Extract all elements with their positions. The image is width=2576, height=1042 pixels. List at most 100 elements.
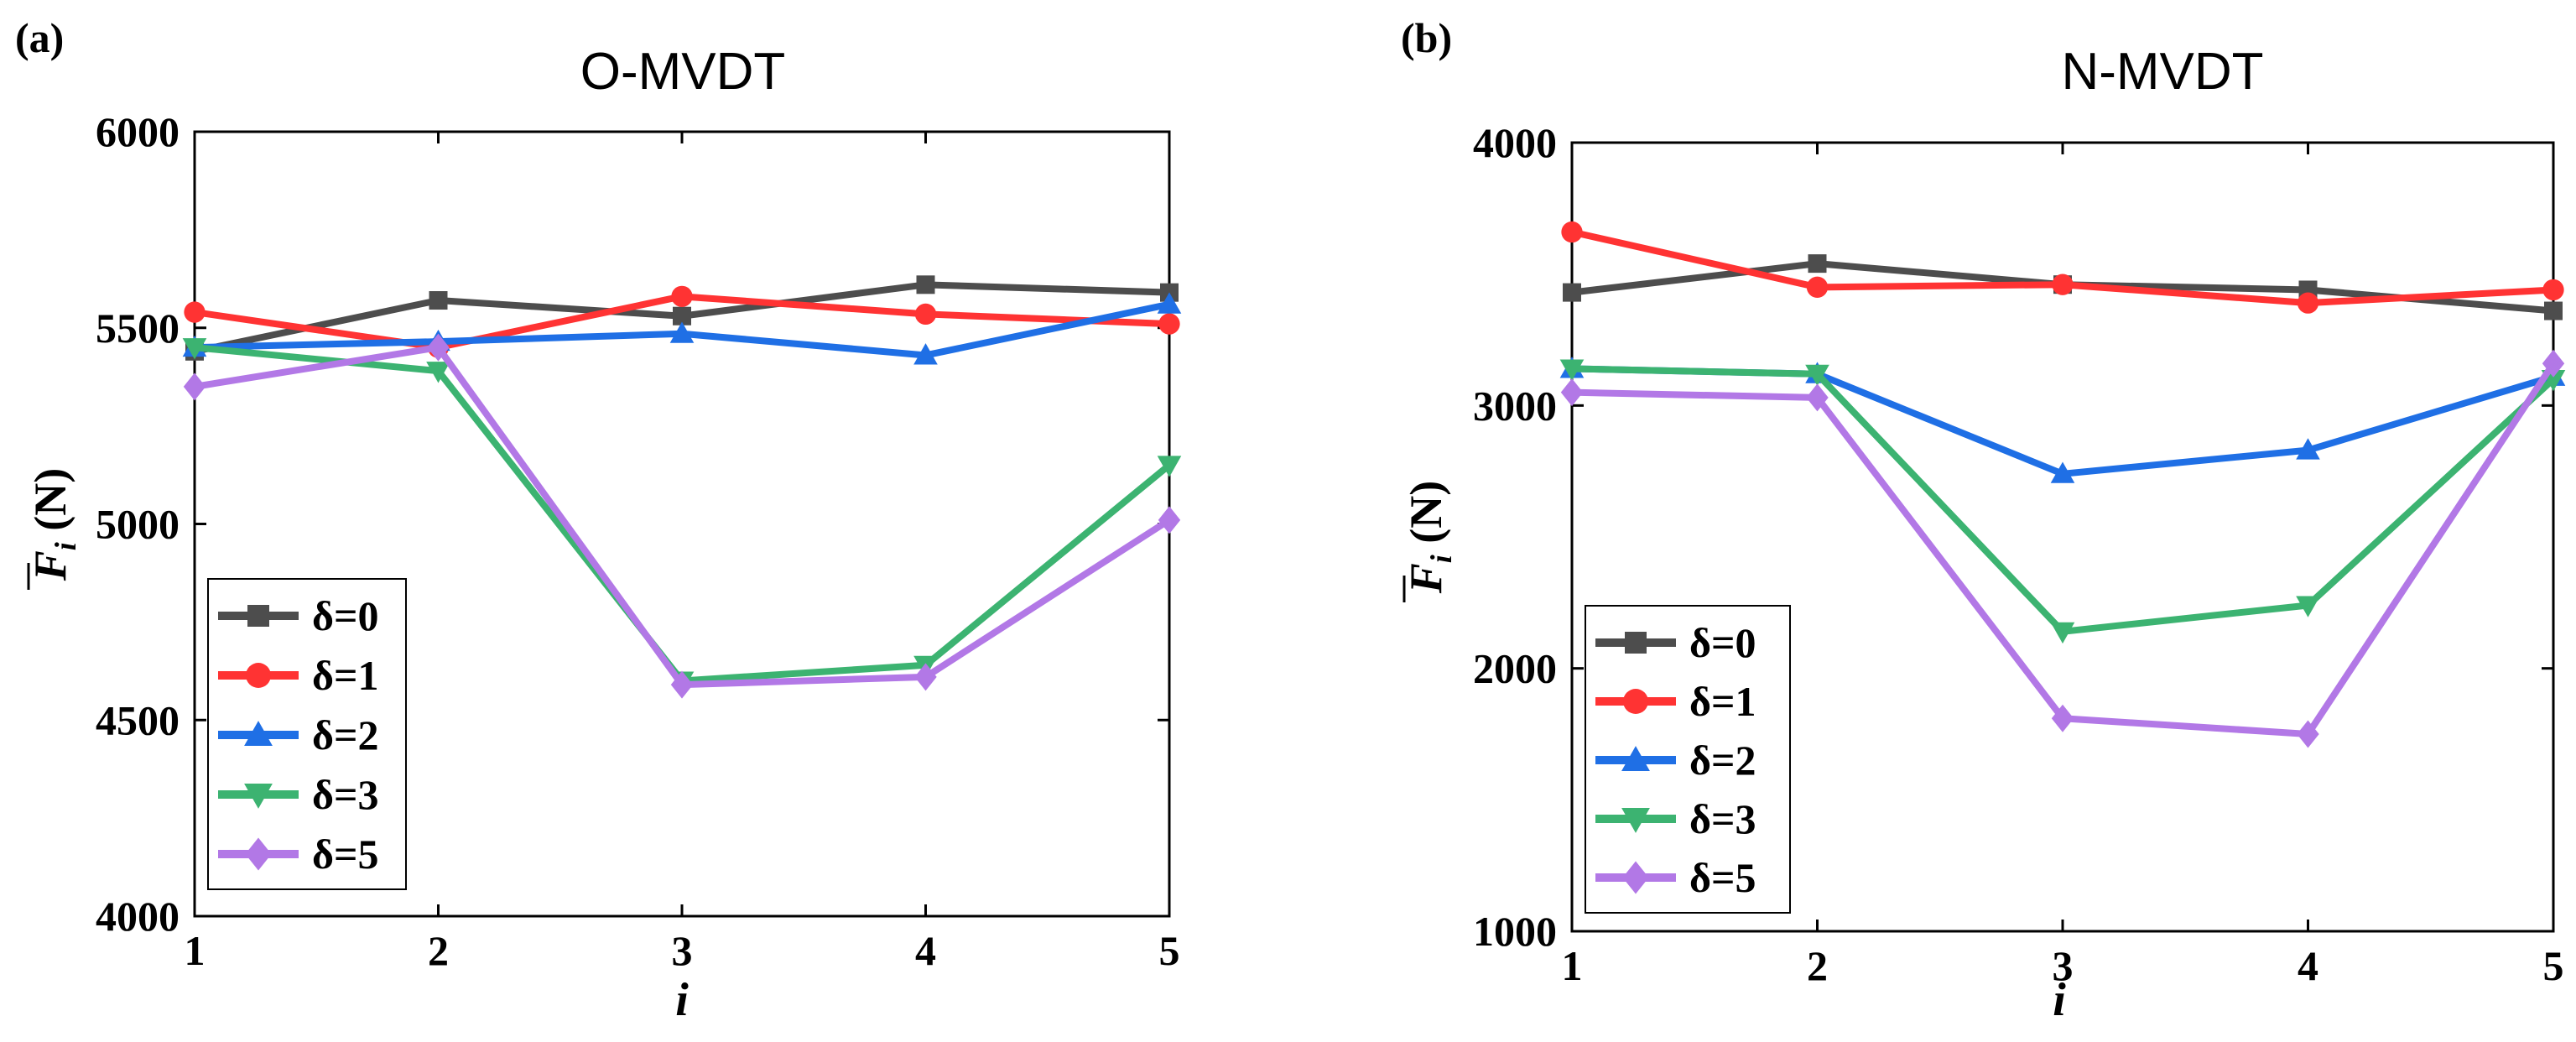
data-point xyxy=(673,306,691,326)
x-axis-label: i xyxy=(2053,974,2066,1026)
y-axis-label: Fi (N) xyxy=(25,468,82,590)
x-tick-label: 2 xyxy=(428,927,449,974)
y-axis-symbol: F xyxy=(1401,563,1451,594)
legend-label: δ=1 xyxy=(1689,678,1756,725)
y-tick-label: 4000 xyxy=(1473,119,1557,166)
y-tick-label: 6000 xyxy=(96,108,180,155)
x-tick-label: 5 xyxy=(2543,942,2564,989)
series-line xyxy=(1571,365,2556,635)
chart-title: O-MVDT xyxy=(580,43,786,101)
legend-label: δ=1 xyxy=(312,652,378,699)
series-4 xyxy=(1560,349,2565,748)
y-axis-unit: (N) xyxy=(25,468,75,542)
data-point xyxy=(427,333,450,362)
y-axis-unit: (N) xyxy=(1401,481,1451,555)
data-point xyxy=(2297,720,2319,748)
series-2 xyxy=(182,292,1182,365)
data-point xyxy=(1563,283,1581,302)
data-point xyxy=(2542,279,2564,301)
data-point xyxy=(2296,596,2320,617)
legend-entry: δ=1 xyxy=(1595,678,1756,725)
legend-marker xyxy=(1621,746,1650,771)
x-tick-label: 2 xyxy=(1807,942,1828,989)
legend-marker xyxy=(245,837,272,871)
x-tick-label: 3 xyxy=(2053,942,2074,989)
y-tick-label: 5000 xyxy=(96,501,180,548)
y-axis-subscript: i xyxy=(1424,555,1458,563)
legend-marker xyxy=(244,721,273,746)
data-point xyxy=(1805,364,1829,387)
legend-entry: δ=2 xyxy=(1595,737,1756,784)
data-point xyxy=(671,285,693,307)
legend-entry: δ=5 xyxy=(218,831,378,878)
data-point xyxy=(182,338,207,360)
legend-marker xyxy=(1623,689,1648,714)
data-point xyxy=(1157,292,1182,314)
legend-entry: δ=0 xyxy=(218,592,378,639)
data-point xyxy=(2050,622,2075,644)
data-point xyxy=(1808,254,1827,274)
series-1 xyxy=(1561,221,2564,314)
x-tick-label: 4 xyxy=(915,927,936,974)
x-tick-label: 3 xyxy=(672,927,693,974)
data-point xyxy=(1559,359,1585,381)
data-point xyxy=(913,343,938,365)
x-tick-label: 1 xyxy=(185,927,206,974)
legend: δ=0 δ=1 δ=2 δ=3 δ=5 xyxy=(207,578,407,890)
data-point xyxy=(914,303,937,326)
data-point xyxy=(2051,704,2074,732)
legend-label: δ=3 xyxy=(1689,795,1756,842)
legend-label: δ=0 xyxy=(312,592,378,639)
legend-marker xyxy=(246,663,271,688)
legend-marker xyxy=(1622,861,1649,894)
data-point xyxy=(426,362,450,383)
series-3 xyxy=(1559,359,2566,644)
data-point xyxy=(1806,383,1829,412)
y-tick-label: 3000 xyxy=(1473,382,1557,429)
y-axis-subscript: i xyxy=(49,542,82,550)
data-point xyxy=(2050,461,2075,483)
series-2 xyxy=(1559,357,2566,483)
x-axis-label: i xyxy=(675,974,689,1026)
legend-entry: δ=1 xyxy=(218,652,378,699)
data-point xyxy=(1157,456,1182,477)
y-tick-label: 1000 xyxy=(1473,908,1557,955)
data-point xyxy=(183,373,206,401)
data-point xyxy=(914,663,937,691)
legend-label: δ=2 xyxy=(312,711,378,758)
legend-marker xyxy=(244,784,273,809)
data-point xyxy=(1560,378,1584,407)
data-point xyxy=(916,275,935,294)
legend: δ=0 δ=1 δ=2 δ=3 δ=5 xyxy=(1585,605,1791,914)
data-point xyxy=(1158,313,1180,335)
series-1 xyxy=(184,285,1180,358)
legend-marker xyxy=(247,605,269,627)
legend-entry: δ=3 xyxy=(1595,795,1756,842)
x-tick-label: 1 xyxy=(1562,942,1583,989)
legend-entry: δ=2 xyxy=(218,711,378,758)
legend-label: δ=5 xyxy=(312,831,378,878)
chart-title: N-MVDT xyxy=(2061,43,2263,101)
data-point xyxy=(184,301,206,323)
legend-marker xyxy=(1621,808,1650,833)
data-point xyxy=(429,291,448,310)
legend-entry: δ=0 xyxy=(1595,619,1756,666)
data-point xyxy=(1806,276,1829,298)
data-point xyxy=(2544,301,2563,320)
data-point xyxy=(670,670,694,699)
legend-entry: δ=3 xyxy=(218,771,378,818)
data-point xyxy=(1158,506,1181,534)
series-4 xyxy=(183,333,1181,699)
legend-label: δ=0 xyxy=(1689,619,1756,666)
data-point xyxy=(1561,221,1583,243)
y-tick-label: 5500 xyxy=(96,305,180,352)
x-tick-label: 4 xyxy=(2298,942,2318,989)
legend-label: δ=5 xyxy=(1689,854,1756,901)
data-point xyxy=(2052,274,2074,295)
svg-text:Fi (N): Fi (N) xyxy=(1401,481,1458,595)
y-tick-label: 2000 xyxy=(1473,645,1557,692)
legend-label: δ=2 xyxy=(1689,737,1756,784)
